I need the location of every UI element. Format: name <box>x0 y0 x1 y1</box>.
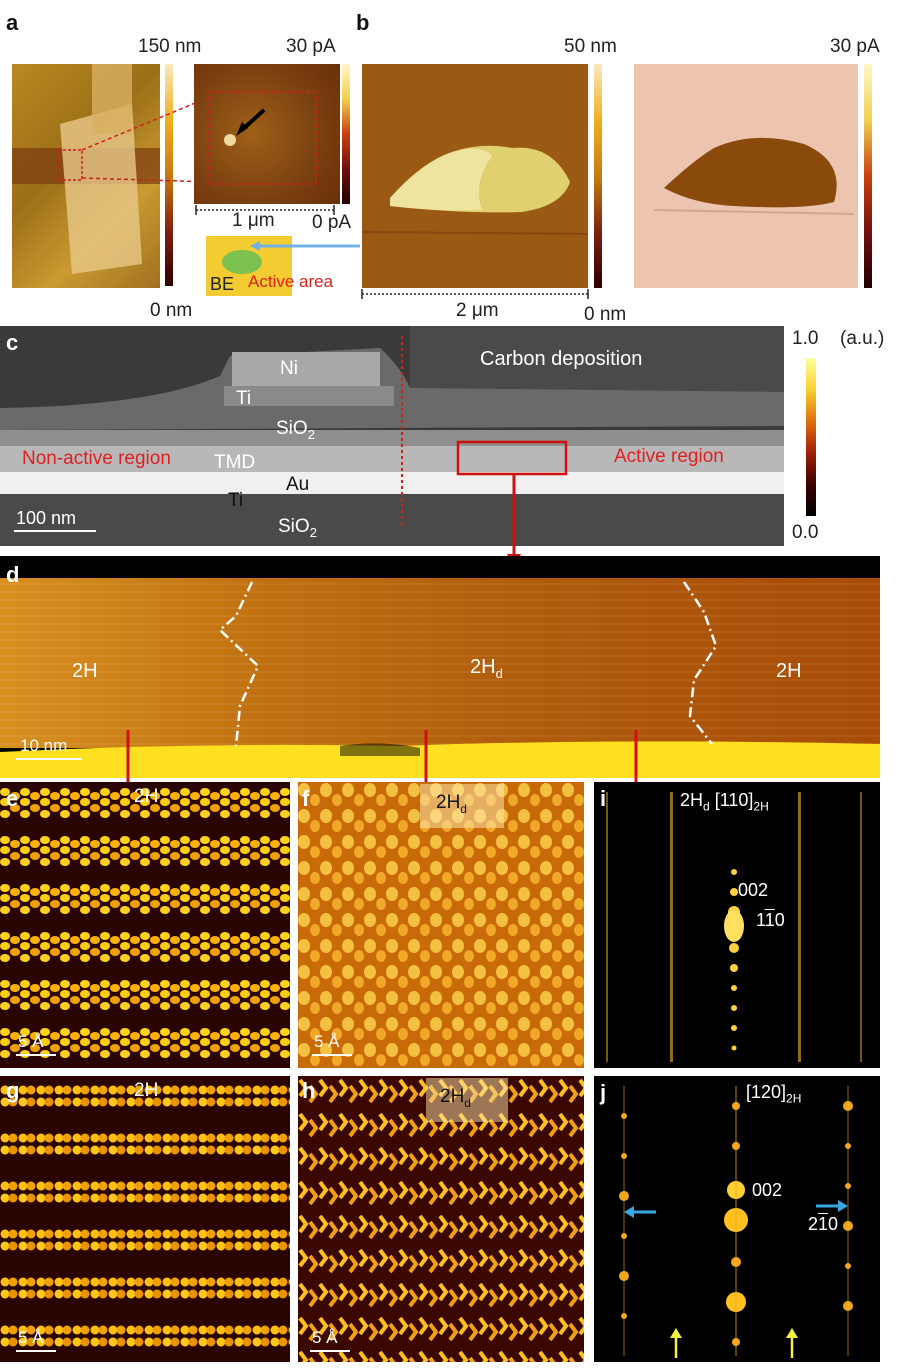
label-active-region: Active region <box>614 446 724 467</box>
be-label: BE <box>210 274 235 294</box>
j-spot-002: 002 <box>752 1180 783 1200</box>
a-scalebar <box>195 205 335 215</box>
c-cbar-unit: (a.u.) <box>840 328 885 349</box>
a-height-colorbar <box>165 64 173 286</box>
red-arrow-c-to-d <box>507 474 521 568</box>
a-height-max: 150 nm <box>138 36 202 57</box>
h-scalebar-label: 5 Å <box>312 1328 338 1347</box>
label-au: Au <box>286 474 310 495</box>
current-map-image-a <box>194 64 340 204</box>
panel-label-g: g <box>6 1078 20 1103</box>
c-scalebar <box>14 530 96 532</box>
j-zone-axis-label: [120]2H <box>746 1082 802 1106</box>
afm-topography-image-a <box>12 64 160 288</box>
a-scalebar-label: 1 μm <box>232 210 275 231</box>
f-scalebar <box>312 1054 352 1056</box>
g-label-2h: 2H <box>134 1080 159 1101</box>
c-scalebar-label: 100 nm <box>16 508 77 528</box>
b-scalebar <box>361 289 589 299</box>
j-spot-2-10: 210 <box>808 1214 839 1234</box>
cyan-arrow-left-icon <box>624 1206 656 1218</box>
d-label-2h-right: 2H <box>776 660 802 682</box>
a-height-min: 0 nm <box>150 300 193 321</box>
active-area-schematic <box>206 236 356 296</box>
i-zone-axis-label: 2Hd [110]2H <box>680 790 769 814</box>
d-scalebar-label: 10 nm <box>20 736 68 755</box>
i-spot-002: 002 <box>738 880 769 900</box>
b-current-max: 30 pA <box>830 36 880 57</box>
panel-label-j: j <box>600 1080 607 1105</box>
g-scalebar-label: 5 Å <box>18 1328 44 1347</box>
label-ti-top: Ti <box>236 388 252 409</box>
a-current-max: 30 pA <box>286 36 336 57</box>
panel-label-h: h <box>302 1078 316 1103</box>
b-height-max: 50 nm <box>564 36 617 57</box>
f-label-2hd: 2Hd <box>436 792 467 816</box>
label-ni: Ni <box>280 358 298 379</box>
f-label-box <box>420 784 504 828</box>
label-sio2-top: SiO2 <box>276 418 315 442</box>
c-cbar-min: 0.0 <box>792 522 819 543</box>
stem-image-g <box>0 1076 290 1362</box>
afm-topography-image-b <box>361 64 589 288</box>
label-tmd: TMD <box>214 452 256 473</box>
panel-label-f: f <box>302 786 310 811</box>
h-label-2hd: 2Hd <box>440 1086 471 1110</box>
blue-arrow-line <box>290 244 360 248</box>
panel-label-i: i <box>600 786 607 811</box>
stem-image-e <box>0 782 290 1068</box>
d-label-2hd-middle: 2Hd <box>470 656 503 681</box>
current-map-image-b <box>634 64 858 288</box>
cross-section-image-c <box>0 326 784 546</box>
haadf-overview-image-d <box>0 556 880 778</box>
device-cross-bar <box>12 64 160 274</box>
h-scalebar <box>310 1350 350 1352</box>
b-scalebar-label: 2 μm <box>456 300 499 321</box>
panel-label-a: a <box>6 10 19 35</box>
stem-image-h <box>298 1076 584 1362</box>
e-scalebar-label: 5 Å <box>18 1032 44 1051</box>
d-scalebar <box>16 758 82 760</box>
a-current-min: 0 pA <box>312 212 352 233</box>
b-height-colorbar <box>594 64 602 288</box>
c-cbar-max: 1.0 <box>792 328 819 349</box>
zoom-lines <box>81 95 213 183</box>
i-spot-1-10: 110 <box>756 910 785 930</box>
c-intensity-colorbar <box>806 358 816 516</box>
a-current-colorbar <box>342 64 350 204</box>
g-scalebar <box>16 1350 56 1352</box>
panel-label-c: c <box>6 330 19 355</box>
panel-label-d: d <box>6 562 20 587</box>
d-label-2h-left: 2H <box>72 660 98 682</box>
yellow-arrow-left-icon <box>670 1328 682 1358</box>
b-current-colorbar <box>864 64 872 288</box>
diffraction-pattern-i <box>594 782 880 1068</box>
label-non-active-region: Non-active region <box>22 448 171 469</box>
panel-label-b: b <box>356 10 370 35</box>
b-height-min: 0 nm <box>584 304 627 325</box>
label-sio2-bottom: SiO2 <box>278 516 317 540</box>
active-region-blob <box>222 250 262 274</box>
f-scalebar-label: 5 Å <box>314 1032 340 1051</box>
e-label-2h: 2H <box>134 786 159 807</box>
stem-image-f <box>298 782 584 1068</box>
label-ti-bottom: Ti <box>228 490 244 511</box>
active-area-label: Active area <box>248 272 334 291</box>
yellow-arrow-right-icon <box>786 1328 798 1358</box>
panel-label-e: e <box>6 786 19 811</box>
label-carbon-deposition: Carbon deposition <box>480 348 643 370</box>
e-scalebar <box>16 1054 56 1056</box>
diffraction-pattern-j <box>594 1076 880 1362</box>
h-label-box <box>426 1078 508 1122</box>
cyan-arrow-right-icon <box>816 1200 848 1212</box>
